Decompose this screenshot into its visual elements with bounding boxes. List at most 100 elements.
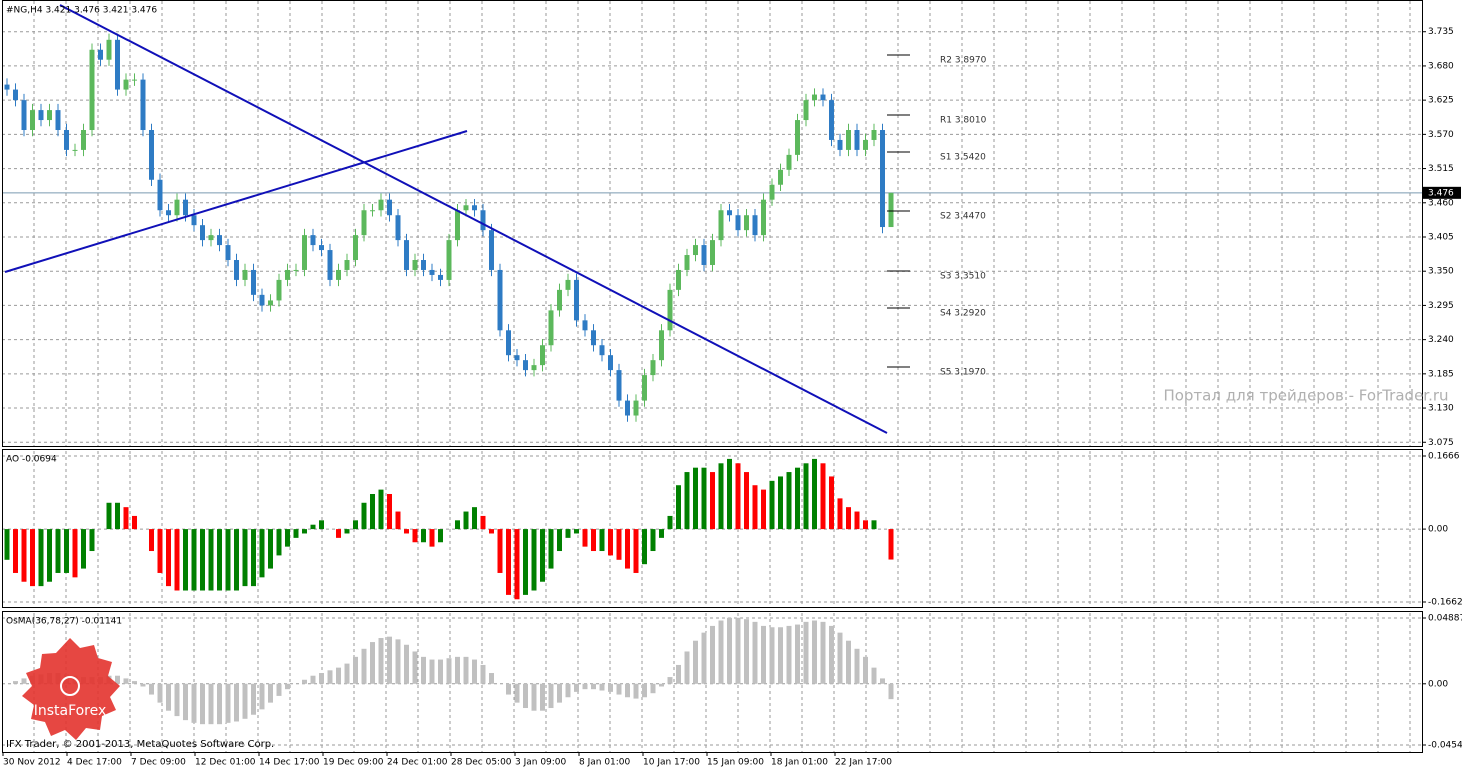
y-tick-label: 3.405 [1428,232,1454,242]
pivot-label: S3 3.3510 [940,272,986,282]
histogram-bar [251,529,256,587]
osma-panel-frame [2,611,1423,753]
candle-body [64,130,69,150]
candle-body [387,199,392,216]
y-tick-label: 0.00 [1428,679,1448,689]
histogram-bar [336,667,341,684]
histogram-bar [778,627,783,684]
candle-body [863,139,868,150]
histogram-bar [565,529,571,538]
candle-body [89,49,95,131]
histogram-bar [625,683,630,698]
candle-body [548,310,554,346]
candle-body [701,245,707,265]
x-tick-label: 22 Jan 17:00 [835,758,892,768]
pivot-label: S5 3.1970 [940,368,986,378]
histogram-bar [455,520,460,530]
histogram-bar [174,529,180,591]
candle-body [769,184,775,200]
candle-body [718,210,724,241]
candle-body [132,79,137,81]
candle-body [599,345,605,356]
histogram-bar [370,493,375,530]
histogram-bar [285,529,290,547]
histogram-bar [548,529,554,569]
y-tick-label: 3.680 [1428,61,1454,71]
histogram-bar [803,621,809,684]
histogram-bar [667,677,673,684]
histogram-bar [480,515,486,530]
histogram-bar [565,683,571,698]
candle-body [115,39,120,90]
candle-body [149,130,154,180]
histogram-bar [548,683,554,709]
candle-body [140,79,146,131]
x-tick-label: 15 Jan 09:00 [707,758,764,768]
histogram-bar [174,683,180,717]
candle-body [98,49,103,60]
candle-body [625,400,630,416]
y-tick-label: 3.625 [1428,96,1454,106]
candle-body [888,192,894,228]
histogram-bar [701,632,707,684]
histogram-bar [676,485,681,530]
candle-body [429,269,435,275]
histogram-bar [608,683,613,692]
histogram-bar [684,472,690,530]
candle-body [438,274,443,280]
candle-body [395,215,401,241]
candle-body [463,205,469,211]
logo-badge [22,638,120,740]
candle-body [336,269,341,280]
candle-body [684,255,690,270]
candle-body [693,245,698,256]
histogram-bar [276,683,282,696]
histogram-bar [642,529,647,565]
histogram-bar [557,529,562,552]
histogram-bar [557,683,562,703]
histogram-bar [531,529,537,591]
pivot-label: S4 3.2920 [940,309,986,319]
histogram-bar [353,520,358,530]
histogram-bar [854,511,860,530]
histogram-bar [234,683,239,722]
histogram-bar [625,529,630,569]
histogram-bar [684,651,690,684]
histogram-bar [769,480,775,530]
histogram-bar [225,529,231,591]
pivot-label: R2 3.8970 [940,56,987,66]
histogram-bar [302,679,307,684]
histogram-bar [387,493,392,530]
histogram-bar [395,511,401,530]
candle-body [829,100,834,140]
candle-body [633,400,639,416]
candle-body [259,294,265,306]
histogram-bar [599,683,605,691]
histogram-bar [183,683,188,721]
histogram-bar [361,502,367,530]
histogram-bar [633,683,639,699]
histogram-bar [200,683,205,725]
histogram-bar [421,529,426,543]
candle-body [574,279,579,321]
histogram-bar [438,529,443,543]
histogram-bar [463,656,469,684]
histogram-bar [837,498,843,530]
histogram-bar [472,659,477,684]
candle-body [489,230,494,270]
candle-body [735,215,741,231]
pivot-label: S2 3.4470 [940,212,986,222]
histogram-bar [795,624,800,684]
x-tick-label: 8 Jan 01:00 [579,758,631,768]
histogram-bar [846,507,851,530]
histogram-bar [225,683,231,723]
candle-body [319,245,324,251]
histogram-bar [166,529,171,587]
histogram-bar [752,621,758,684]
candle-body [506,330,511,356]
candle-body [200,225,205,241]
histogram-bar [863,656,868,684]
histogram-bar [829,476,834,530]
candle-body [761,199,766,236]
histogram-bar [55,529,61,573]
